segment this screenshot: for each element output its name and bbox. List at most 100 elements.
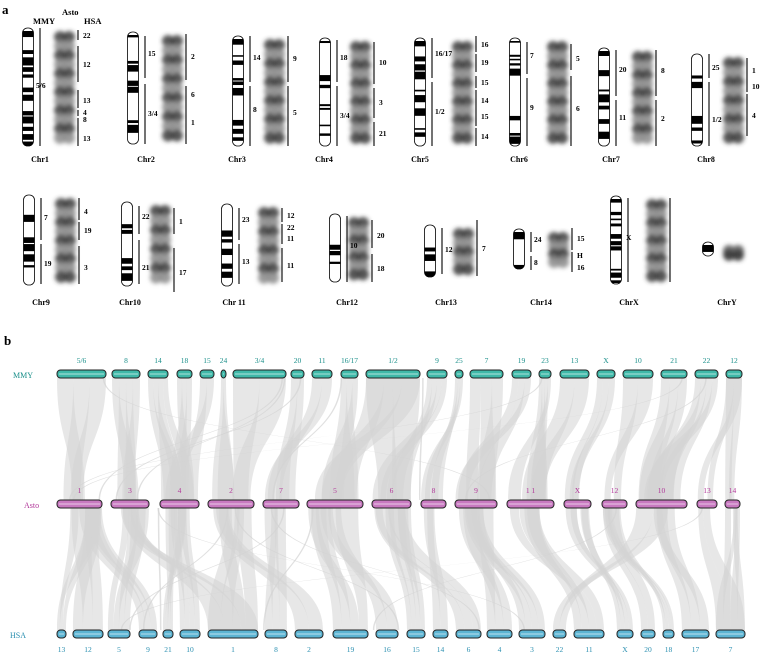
ideogram-band — [319, 124, 331, 127]
ideogram-band — [232, 119, 244, 126]
chromosome-photo — [264, 39, 285, 144]
ideogram-band — [414, 108, 426, 116]
ideogram-band — [509, 132, 521, 136]
mmy-label: 3/4 — [148, 109, 158, 118]
chromosome-name: Chr4 — [315, 155, 333, 164]
chromosome-photo — [162, 35, 183, 142]
chromosome-label: 4 — [178, 486, 182, 495]
synteny-ribbon — [522, 378, 575, 500]
hsa-label: 19 — [84, 226, 92, 235]
ideogram-bands — [329, 244, 341, 264]
mmy-label: 22 — [142, 212, 150, 221]
chromosome-label: 13 — [571, 356, 579, 365]
chromosome-label: 19 — [518, 356, 526, 365]
ideogram-band — [127, 120, 139, 124]
ideogram-band — [509, 68, 521, 76]
chromosome-label: 12 — [730, 356, 738, 365]
hsa-label: 6 — [191, 90, 195, 99]
synteny-ribbon — [73, 378, 683, 500]
chromosome-photo — [453, 228, 474, 276]
mmy-label: 7 — [44, 213, 48, 222]
chromosome-label: 7 — [485, 356, 489, 365]
ideogram-band — [221, 271, 233, 278]
karyotype-chrx: X ChrX — [610, 195, 671, 307]
mmy-label: 3/4 — [340, 111, 350, 120]
karyotype-chr7: 20 11 8 2 Chr7 — [598, 47, 665, 164]
chromosome-label: 10 — [186, 645, 194, 654]
ideogram-band — [319, 104, 331, 107]
chromosome-label: 14 — [729, 486, 737, 495]
ideogram-band — [22, 111, 34, 116]
ideogram-band — [509, 115, 521, 121]
ideogram-band — [121, 224, 133, 229]
synteny-ribbon — [142, 508, 229, 630]
synteny-ribbon — [236, 508, 258, 630]
synteny-ribbon — [120, 508, 703, 630]
mmy-label: 14 — [253, 53, 261, 62]
synteny-ribbon — [165, 378, 214, 500]
chromosome-label: 22 — [556, 645, 564, 654]
chromosome-name: Chr6 — [510, 155, 528, 164]
synteny-ribbon — [639, 378, 679, 500]
chromosome-name: ChrY — [717, 298, 737, 307]
ideogram-band — [598, 131, 610, 139]
ideogram-band — [598, 119, 610, 124]
synteny-ribbon — [157, 508, 525, 630]
synteny-ribbon — [569, 378, 615, 500]
ideogram-outline — [121, 201, 133, 287]
chromosome-name: Chr 11 — [222, 298, 245, 307]
mmy-label: 12 — [445, 245, 453, 254]
karyotype-chr4: 18 3/4 10 3 21 Chr4 — [315, 37, 387, 164]
synteny-ribbon — [108, 508, 130, 630]
hsa-label: 1 — [752, 66, 756, 75]
chromosome-photo — [452, 41, 473, 144]
ideogram-band — [610, 234, 622, 239]
ideogram-band — [121, 273, 133, 281]
mmy-label: 8 — [253, 105, 257, 114]
synteny-ribbon — [519, 508, 604, 630]
ideogram-band — [414, 128, 426, 130]
mmy-label: 15 — [148, 49, 156, 58]
ideogram-band — [598, 70, 610, 77]
hsa-label: 3 — [379, 98, 383, 107]
hsa-label: 22 — [287, 223, 295, 232]
ideogram-band — [121, 258, 133, 264]
chromosome-label: 20 — [644, 645, 652, 654]
synteny-ribbon — [129, 508, 285, 630]
karyotype-chry: ChrY — [702, 241, 744, 307]
ideogram-band — [121, 229, 133, 234]
ideogram-band — [121, 266, 133, 271]
karyotype-chr9: 7 19 4 19 3 Chr9 — [23, 194, 92, 307]
synteny-ribbon — [728, 378, 742, 500]
chromosome-name: Chr3 — [228, 155, 246, 164]
synteny-ribbon — [232, 378, 286, 500]
chromosome-label: 4 — [498, 645, 502, 654]
synteny-ribbon — [63, 378, 90, 500]
mmy-label: 11 — [619, 113, 626, 122]
chromosome-label: 6 — [467, 645, 471, 654]
synteny-ribbon — [423, 508, 448, 630]
hsa-label: 1 — [191, 118, 195, 127]
synteny-ribbon — [732, 508, 745, 630]
synteny-ribbon — [374, 508, 465, 630]
mmy-label: 8 — [534, 258, 538, 267]
chromosome-label: 9 — [146, 645, 150, 654]
hsa-label: 3 — [84, 263, 88, 272]
ideogram-band — [610, 268, 622, 271]
hsa-label: 13 — [83, 134, 91, 143]
chromosome-label: 8 — [432, 486, 436, 495]
chromosome-label: 18 — [665, 645, 673, 654]
ideogram-band — [23, 265, 35, 268]
ideogram-band — [424, 271, 436, 277]
header-hsa: HSA — [84, 16, 102, 26]
synteny-ribbon — [644, 378, 718, 500]
chromosome-label: 2 — [307, 645, 311, 654]
ideogram-band — [610, 223, 622, 227]
ideogram-band — [319, 75, 331, 82]
ideogram-band — [22, 31, 34, 38]
chromosome-photo — [350, 41, 371, 144]
ideogram-band — [22, 94, 34, 101]
synteny-ribbon — [653, 508, 709, 630]
